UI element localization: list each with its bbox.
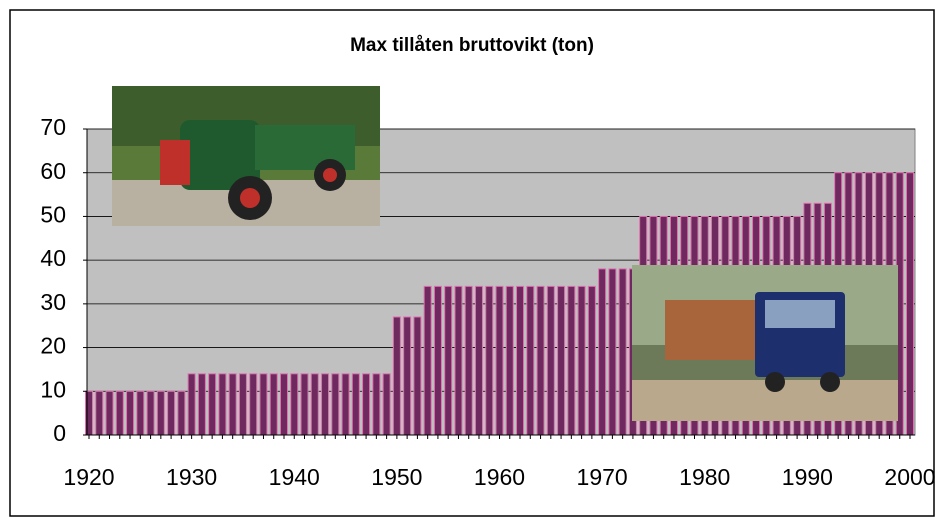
bar [464,285,473,436]
bar [485,285,494,436]
photo-old-truck [112,86,380,226]
bar [341,373,350,436]
y-tick-label: 0 [53,420,66,446]
bar [516,285,525,436]
bar [382,373,391,436]
bar [187,373,196,436]
bar [362,373,371,436]
bar [608,268,617,436]
y-tick-label: 40 [40,245,66,271]
bar [331,373,340,436]
chart-title: Max tillåten bruttovikt (ton) [350,35,594,56]
bar [546,285,555,436]
bar [372,373,381,436]
bar [444,285,453,436]
bar [403,316,412,436]
bar [567,285,576,436]
bar [351,373,360,436]
bar [269,373,278,436]
bar [392,316,401,436]
bar [228,373,237,436]
bar [95,390,104,436]
bar [126,390,135,436]
bar [474,285,483,436]
x-tick-label: 2000 [884,464,935,490]
bar [197,373,206,436]
bar [526,285,535,436]
y-tick-label: 50 [40,202,66,228]
bar [454,285,463,436]
bar [433,285,442,436]
x-tick-label: 1940 [269,464,320,490]
bar [300,373,309,436]
bar [259,373,268,436]
y-tick-label: 20 [40,333,66,359]
x-tick-label: 1950 [371,464,422,490]
bar [136,390,145,436]
bar [423,285,432,436]
bar [618,268,627,436]
bar [167,390,176,436]
bar [115,390,124,436]
bar [279,373,288,436]
bar [218,373,227,436]
bar [249,373,258,436]
bar [587,285,596,436]
bar [906,172,914,436]
bar [208,373,217,436]
bar [146,390,155,436]
bar [321,373,330,436]
x-tick-label: 1990 [782,464,833,490]
bar [505,285,514,436]
bar [413,316,422,436]
x-tick-label: 1980 [679,464,730,490]
bar [598,268,607,436]
x-tick-label: 1920 [63,464,114,490]
y-tick-label: 10 [40,376,66,402]
photo-timber-truck [632,265,898,421]
bar [557,285,566,436]
bar [238,373,247,436]
y-tick-label: 30 [40,289,66,315]
bar [310,373,319,436]
y-tick-label: 70 [40,114,66,140]
bar [577,285,586,436]
bar [536,285,545,436]
x-tick-label: 1930 [166,464,217,490]
y-tick-label: 60 [40,158,66,184]
bar [495,285,504,436]
x-tick-label: 1960 [474,464,525,490]
bar [290,373,299,436]
x-tick-label: 1970 [577,464,628,490]
bar [105,390,114,436]
bar [177,390,186,436]
bar [156,390,165,436]
